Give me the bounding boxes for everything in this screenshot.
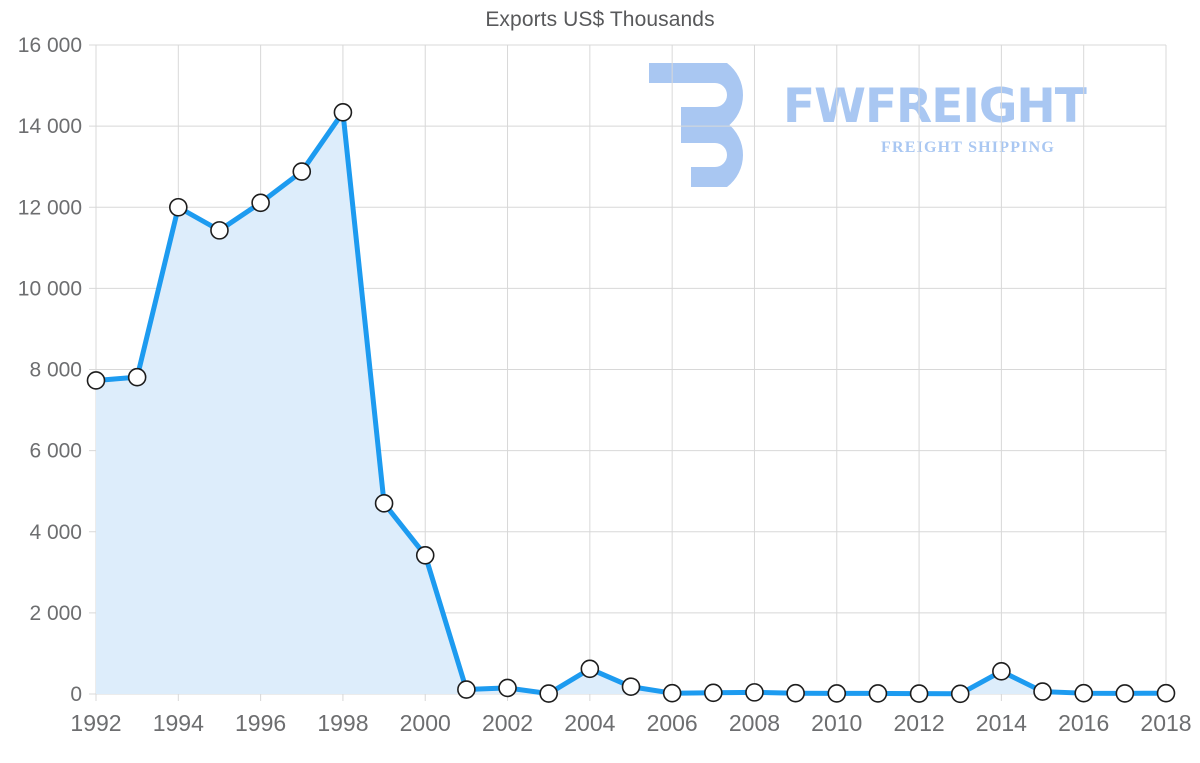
svg-text:2002: 2002 (482, 710, 533, 736)
svg-text:2000: 2000 (400, 710, 451, 736)
data-markers (86, 103, 1176, 704)
svg-text:8 000: 8 000 (29, 359, 82, 382)
svg-text:16 000: 16 000 (18, 34, 82, 57)
gridlines (89, 44, 1167, 701)
svg-text:2012: 2012 (893, 710, 944, 736)
chart-title: Exports US$ Thousands (485, 8, 715, 31)
svg-text:2016: 2016 (1058, 710, 1109, 736)
svg-text:1996: 1996 (235, 710, 286, 736)
svg-text:10 000: 10 000 (18, 277, 82, 300)
svg-text:1994: 1994 (153, 710, 204, 736)
svg-text:2010: 2010 (811, 710, 862, 736)
svg-text:1992: 1992 (70, 710, 121, 736)
svg-text:14 000: 14 000 (18, 115, 82, 138)
area-fill (96, 112, 1166, 695)
svg-text:6 000: 6 000 (29, 440, 82, 463)
svg-text:2014: 2014 (976, 710, 1027, 736)
svg-text:2018: 2018 (1140, 710, 1191, 736)
svg-text:1998: 1998 (317, 710, 368, 736)
svg-text:2006: 2006 (647, 710, 698, 736)
x-axis-labels: 1992 1994 1996 1998 2000 2002 2004 2006 2008 2010… (70, 710, 1191, 736)
svg-text:2004: 2004 (564, 710, 615, 736)
svg-text:12 000: 12 000 (18, 196, 82, 219)
y-axis-labels: 0 2 000 4 000 6 000 8 000 10 000 12 000 14 000 1… (18, 34, 82, 706)
svg-text:4 000: 4 000 (29, 521, 82, 544)
svg-text:2 000: 2 000 (29, 602, 82, 625)
svg-text:0: 0 (70, 683, 82, 706)
svg-text:2008: 2008 (729, 710, 780, 736)
